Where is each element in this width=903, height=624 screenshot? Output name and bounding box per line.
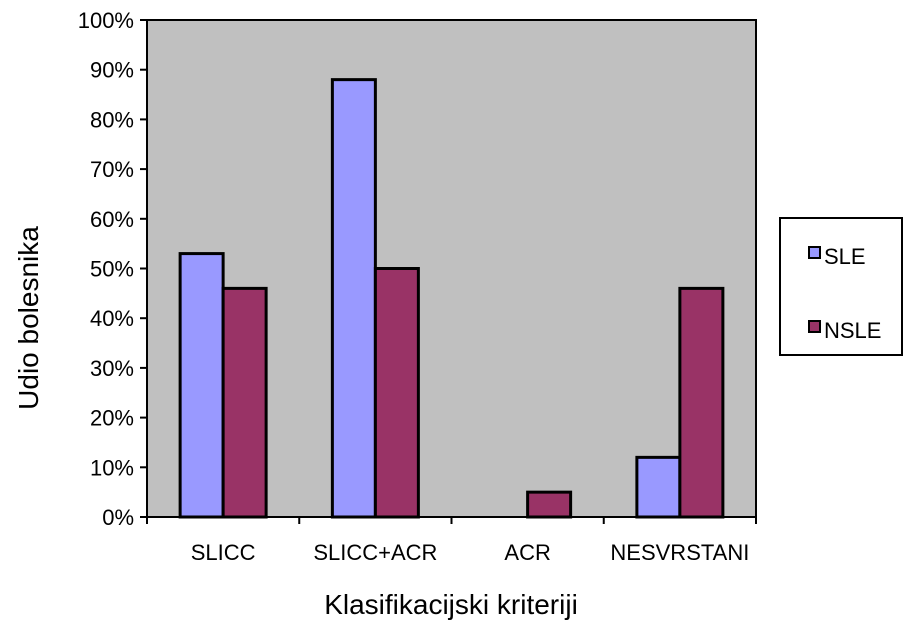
- bar-sle-slicc: [178, 252, 225, 519]
- x-tick-label: NESVRSTANI: [610, 540, 749, 565]
- bar-nsle-acr: [526, 490, 573, 519]
- y-tick-label: 100%: [78, 8, 134, 33]
- y-tick-label: 50%: [90, 257, 134, 282]
- y-tick-label: 80%: [90, 107, 134, 132]
- x-tick-label: SLICC+ACR: [313, 540, 437, 565]
- legend: SLE NSLE: [779, 217, 903, 356]
- bar-nsle-nesvrstani: [678, 286, 725, 519]
- y-tick-label: 30%: [90, 356, 134, 381]
- y-tick-label: 40%: [90, 306, 134, 331]
- y-tick-label: 0%: [102, 505, 134, 530]
- x-axis-title: Klasifikacijski kriteriji: [324, 589, 578, 620]
- y-tick-label: 60%: [90, 207, 134, 232]
- bar-sle-slicc+acr: [330, 78, 377, 519]
- bar-sle-nesvrstani: [635, 455, 682, 519]
- legend-swatch-sle: [808, 246, 821, 259]
- y-tick-label: 90%: [90, 58, 134, 83]
- bar-nsle-slicc: [221, 286, 268, 519]
- y-axis: 0% 10% 20% 30% 40% 50% 60% 70% 80% 90% 100%: [78, 8, 147, 530]
- x-axis: SLICC SLICC+ACR ACR NESVRSTANI: [146, 517, 757, 565]
- bars-group: [178, 78, 725, 519]
- y-tick-label: 70%: [90, 157, 134, 182]
- x-tick-label: SLICC: [191, 540, 256, 565]
- bar-nsle-slicc+acr: [373, 267, 420, 519]
- legend-swatch-nsle: [808, 320, 821, 333]
- legend-label-nsle: NSLE: [824, 318, 881, 343]
- y-tick-label: 20%: [90, 406, 134, 431]
- y-tick-label: 10%: [90, 455, 134, 480]
- x-tick-label: ACR: [504, 540, 550, 565]
- y-axis-title: Udio bolesnika: [13, 226, 44, 410]
- legend-box: [779, 217, 903, 356]
- legend-label-sle: SLE: [824, 244, 866, 269]
